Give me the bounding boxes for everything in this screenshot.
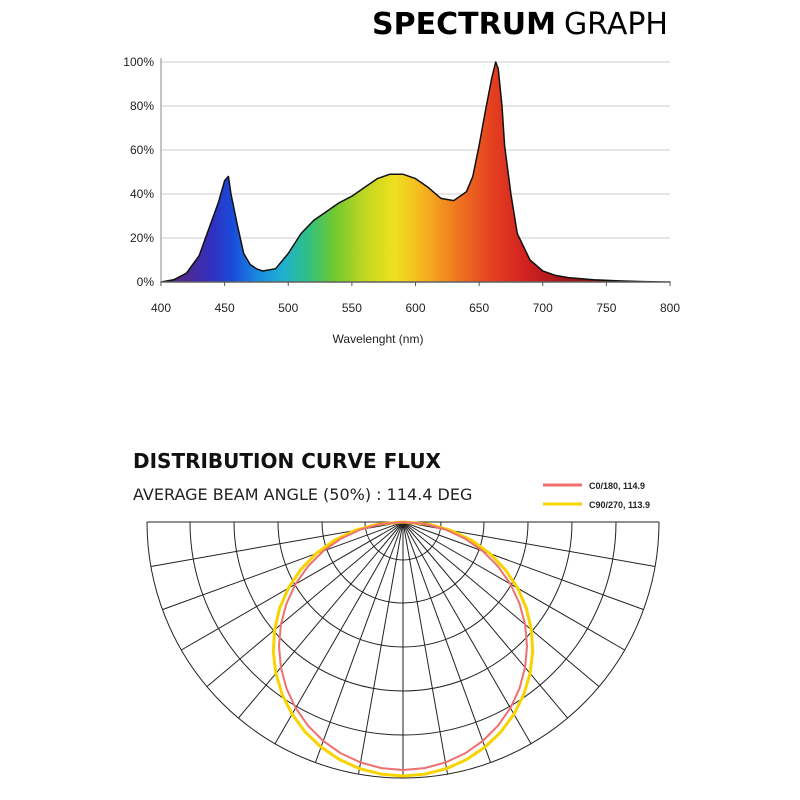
polar-spoke: [402, 521, 568, 719]
polar-spoke: [181, 521, 404, 651]
polar-curves: [271, 520, 535, 778]
polar-spoke: [402, 521, 644, 611]
x-tick-label: 700: [533, 301, 553, 315]
legend-label-c0: C0/180, 114.9: [589, 481, 645, 491]
polar-spoke: [238, 521, 404, 719]
x-tick-label: 600: [405, 301, 425, 315]
spectrum-gridlines: [161, 61, 670, 239]
curve-c0-180: [278, 521, 528, 771]
polar-grid: [146, 521, 660, 779]
polar-spoke: [402, 521, 532, 744]
x-tick-label: 550: [342, 301, 362, 315]
y-tick-label: 80%: [130, 99, 154, 113]
polar-spoke: [402, 521, 448, 775]
curve-c90-270: [271, 520, 535, 778]
y-tick-label: 60%: [130, 143, 154, 157]
polar-spoke: [274, 521, 404, 744]
x-tick-label: 500: [278, 301, 298, 315]
polar-spoke: [402, 521, 492, 763]
x-tick-label: 450: [215, 301, 235, 315]
polar-spoke: [402, 521, 600, 687]
x-axis-label: Wavelenght (nm): [333, 332, 424, 346]
spectrum-x-ticks: 400 450 500 550 600 650 700 750 800: [151, 282, 680, 315]
polar-spoke: [206, 521, 404, 687]
polar-spoke: [402, 521, 625, 651]
spectrum-title: SPECTRUM GRAPH: [372, 7, 668, 42]
legend-label-c90: C90/270, 113.9: [589, 500, 650, 510]
y-tick-label: 40%: [130, 187, 154, 201]
x-tick-label: 650: [469, 301, 489, 315]
y-tick-label: 100%: [123, 55, 154, 69]
polar-spoke: [314, 521, 404, 763]
polar-spoke: [162, 521, 404, 611]
x-tick-label: 400: [151, 301, 171, 315]
x-tick-label: 750: [596, 301, 616, 315]
distribution-title: DISTRIBUTION CURVE FLUX: [133, 449, 442, 473]
polar-legend: C0/180, 114.9 C90/270, 113.9: [543, 481, 650, 510]
polar-spoke: [358, 521, 404, 775]
y-tick-label: 0%: [137, 275, 155, 289]
x-tick-label: 800: [660, 301, 680, 315]
spectrum-area: [160, 61, 671, 283]
spectrum-y-ticks: 0% 20% 40% 60% 80% 100%: [123, 55, 154, 289]
y-tick-label: 20%: [130, 231, 154, 245]
beam-angle-text: AVERAGE BEAM ANGLE (50%) : 114.4 DEG: [133, 485, 472, 504]
spectrum-series-area: [160, 61, 671, 283]
